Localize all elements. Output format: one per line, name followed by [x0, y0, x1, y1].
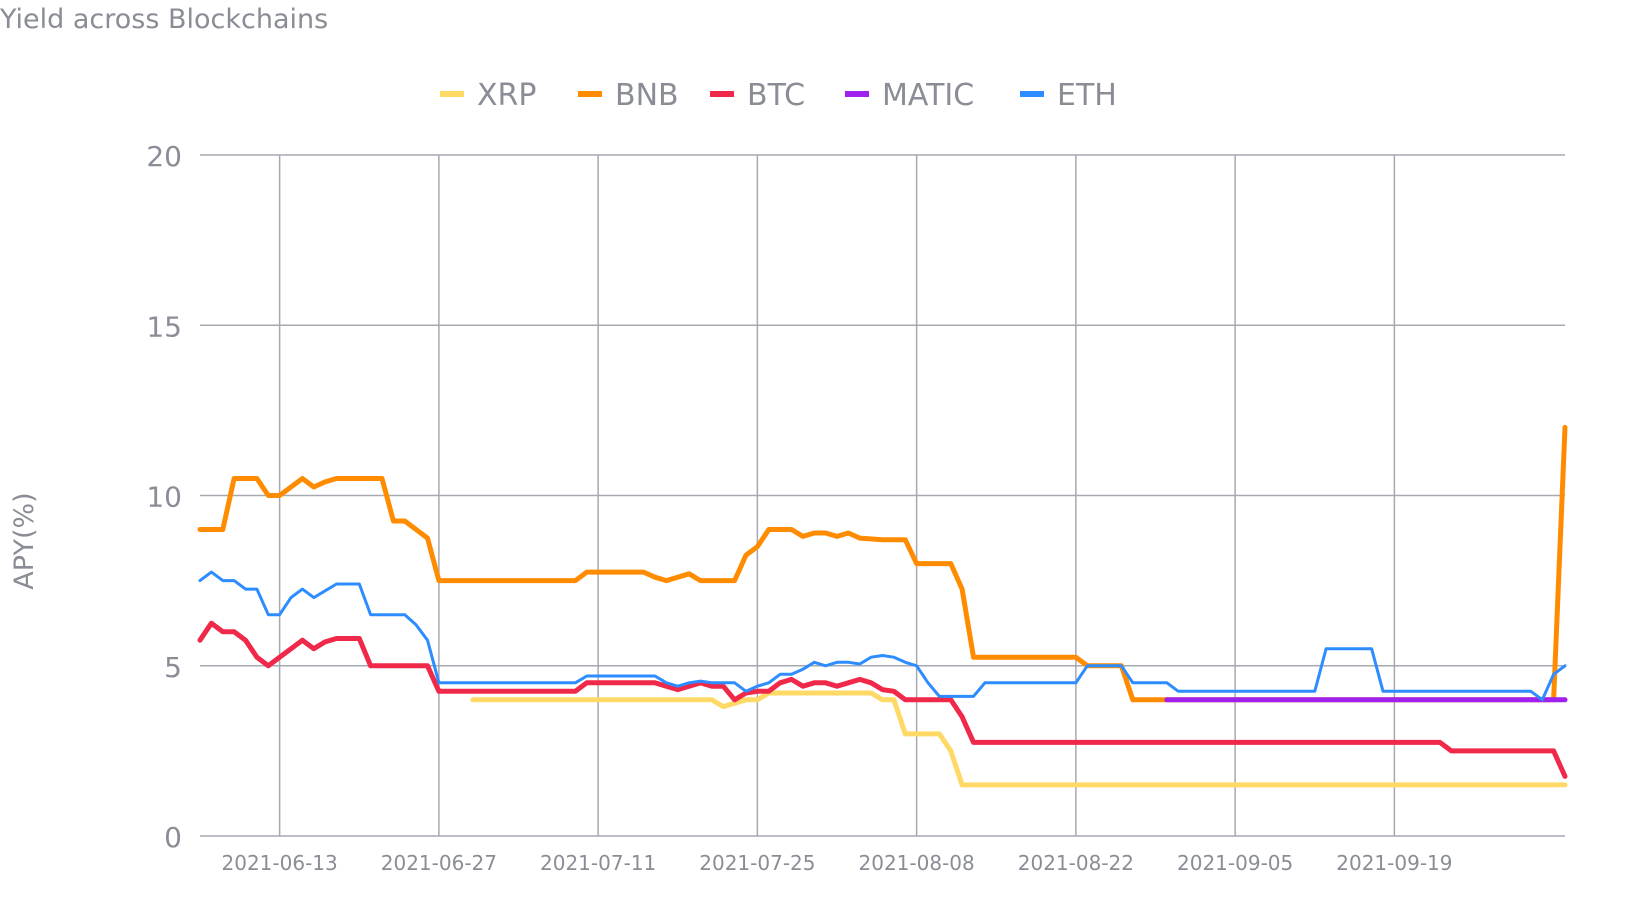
y-tick-label: 5	[164, 651, 182, 684]
y-tick-label: 15	[146, 310, 182, 343]
legend: XRP BNB BTC MATIC ETH	[440, 78, 1117, 113]
x-tick-label: 2021-08-22	[1018, 851, 1134, 875]
series-line-bnb	[197, 424, 1568, 703]
series-line-xrp	[470, 690, 1568, 788]
legend-label-xrp[interactable]: XRP	[477, 78, 537, 113]
legend-label-btc[interactable]: BTC	[747, 78, 805, 113]
series-line-eth	[198, 570, 1567, 702]
series-lines	[197, 424, 1568, 788]
x-tick-label: 2021-09-19	[1336, 851, 1452, 875]
gridlines	[200, 154, 1565, 837]
y-axis-label: APY(%)	[9, 492, 40, 589]
y-tick-label: 20	[146, 140, 182, 173]
legend-label-matic[interactable]: MATIC	[882, 78, 974, 113]
y-axis-ticks: 0 5 10 15 20	[146, 140, 182, 854]
y-tick-label: 10	[146, 481, 182, 514]
x-tick-label: 2021-09-05	[1177, 851, 1293, 875]
y-tick-label: 0	[164, 821, 182, 854]
x-axis-ticks: 2021-06-13 2021-06-27 2021-07-11 2021-07-25…	[222, 851, 1453, 875]
x-tick-label: 2021-08-08	[859, 851, 975, 875]
x-tick-label: 2021-07-11	[540, 851, 656, 875]
chart-title: Yield across Blockchains	[0, 4, 329, 35]
legend-label-eth[interactable]: ETH	[1057, 78, 1117, 113]
x-tick-label: 2021-06-13	[222, 851, 338, 875]
series-line-btc	[197, 620, 1568, 779]
x-tick-label: 2021-07-25	[699, 851, 815, 875]
legend-label-bnb[interactable]: BNB	[615, 78, 679, 113]
x-tick-label: 2021-06-27	[381, 851, 497, 875]
